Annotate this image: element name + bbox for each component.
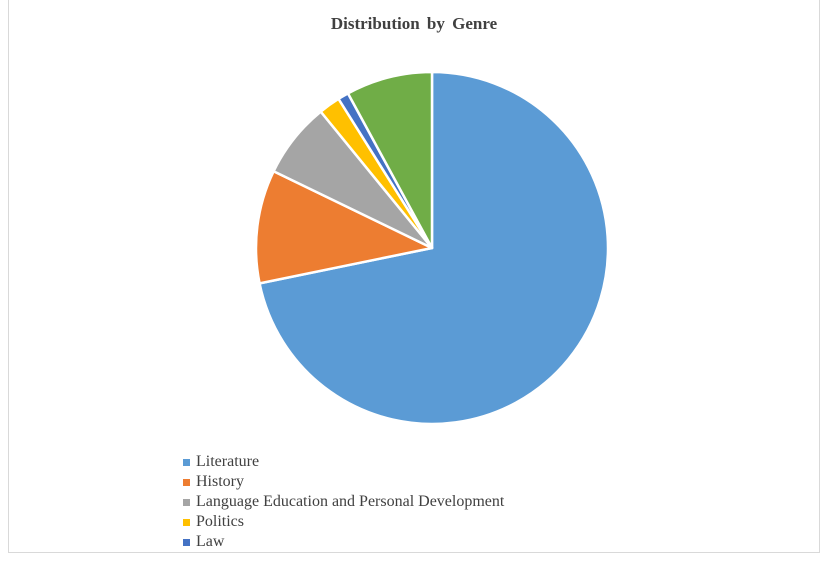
- legend-label-history: History: [196, 473, 244, 490]
- chart-title: Distribution by Genre: [330, 14, 498, 33]
- legend-label-literature: Literature: [196, 453, 260, 470]
- pie-slice-history: [254, 170, 434, 285]
- pie-slice-unlabeled: [346, 70, 434, 250]
- legend-item-language-education: Language Education and Personal Developm…: [183, 492, 504, 512]
- pie-slice-literature: [258, 70, 610, 426]
- legend-swatch-literature: [183, 458, 190, 466]
- legend-swatch-language-education: [183, 498, 190, 506]
- legend-swatch-politics: [183, 518, 190, 526]
- legend-label-politics: Politics: [196, 513, 245, 530]
- legend-item-history: History: [183, 472, 504, 492]
- pie-slices: [254, 70, 610, 426]
- legend-swatch-law: [183, 538, 190, 546]
- legend-label-law: Law: [196, 533, 225, 550]
- legend-label-language-education: Language Education and Personal Developm…: [196, 493, 505, 510]
- legend-item-law: Law: [183, 532, 504, 552]
- legend-item-politics: Politics: [183, 512, 504, 532]
- legend-swatch-history: [183, 478, 190, 486]
- legend-item-literature: Literature: [183, 452, 504, 472]
- legend: Literature History Language Education an…: [183, 452, 504, 552]
